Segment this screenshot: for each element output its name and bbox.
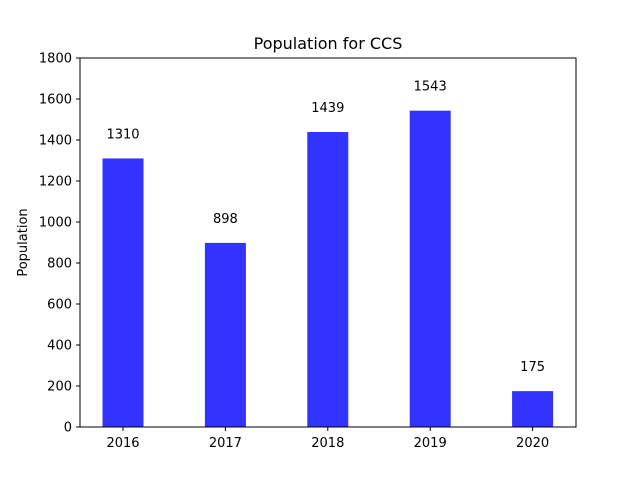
x-tick-label: 2020	[516, 436, 549, 451]
y-tick-label: 1400	[39, 134, 72, 149]
y-tick-label: 600	[47, 298, 72, 313]
bar-2018	[307, 132, 349, 427]
plot-frame	[79, 57, 577, 428]
bar-2019	[409, 110, 451, 427]
y-tick-label: 1000	[39, 216, 72, 231]
x-tick-label: 2016	[106, 436, 139, 451]
y-tick-label: 1800	[39, 52, 72, 67]
data-label-2017: 898	[213, 212, 238, 227]
x-tick-label: 2017	[209, 436, 242, 451]
bar-2020	[512, 391, 554, 427]
x-tick-label: 2018	[311, 436, 344, 451]
data-label-2016: 1310	[106, 127, 139, 142]
data-labels: 1310 898 1439 1543 175	[106, 80, 545, 375]
x-axis: 2016 2017 2018 2019 2020	[106, 427, 549, 451]
y-tick-label: 1600	[39, 93, 72, 108]
y-tick-label: 200	[47, 380, 72, 395]
y-tick-label: 800	[47, 257, 72, 272]
y-tick-label: 400	[47, 339, 72, 354]
data-label-2020: 175	[520, 360, 545, 375]
y-axis: 0 200 400 600 800 1000 1200 1400 1600 1800	[39, 52, 80, 436]
y-axis-label: Population	[16, 208, 31, 276]
bars	[102, 110, 554, 427]
bar-2016	[102, 158, 144, 427]
data-label-2019: 1543	[414, 80, 447, 95]
data-label-2018: 1439	[311, 101, 344, 116]
x-tick-label: 2019	[414, 436, 447, 451]
y-tick-label: 0	[64, 421, 72, 436]
bar-2017	[204, 242, 246, 427]
chart-title: Population for CCS	[254, 34, 403, 53]
y-tick-label: 1200	[39, 175, 72, 190]
